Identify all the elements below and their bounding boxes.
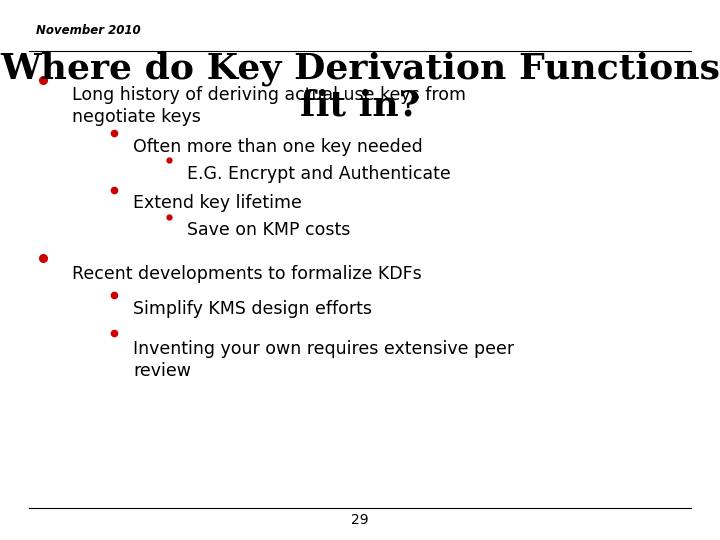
Text: Extend key lifetime: Extend key lifetime bbox=[133, 194, 302, 212]
Text: Inventing your own requires extensive peer
review: Inventing your own requires extensive pe… bbox=[133, 340, 514, 380]
Text: Where do Key Derivation Functions
fit in?: Where do Key Derivation Functions fit in… bbox=[0, 51, 720, 123]
Text: November 2010: November 2010 bbox=[36, 24, 140, 37]
Text: Often more than one key needed: Often more than one key needed bbox=[133, 138, 423, 156]
Text: Recent developments to formalize KDFs: Recent developments to formalize KDFs bbox=[72, 265, 422, 282]
Text: Simplify KMS design efforts: Simplify KMS design efforts bbox=[133, 300, 372, 318]
Text: Save on KMP costs: Save on KMP costs bbox=[187, 221, 351, 239]
Text: 29: 29 bbox=[351, 512, 369, 526]
Text: Long history of deriving actual use keys from
negotiate keys: Long history of deriving actual use keys… bbox=[72, 86, 466, 126]
Text: E.G. Encrypt and Authenticate: E.G. Encrypt and Authenticate bbox=[187, 165, 451, 183]
